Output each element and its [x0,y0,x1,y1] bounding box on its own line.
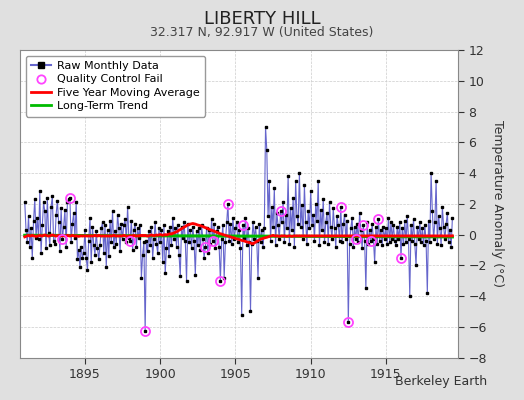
Y-axis label: Temperature Anomaly (°C): Temperature Anomaly (°C) [491,120,504,287]
Text: LIBERTY HILL: LIBERTY HILL [204,10,320,28]
Text: Berkeley Earth: Berkeley Earth [395,375,487,388]
Legend: Raw Monthly Data, Quality Control Fail, Five Year Moving Average, Long-Term Tren: Raw Monthly Data, Quality Control Fail, … [26,56,205,117]
Text: 32.317 N, 92.917 W (United States): 32.317 N, 92.917 W (United States) [150,26,374,39]
